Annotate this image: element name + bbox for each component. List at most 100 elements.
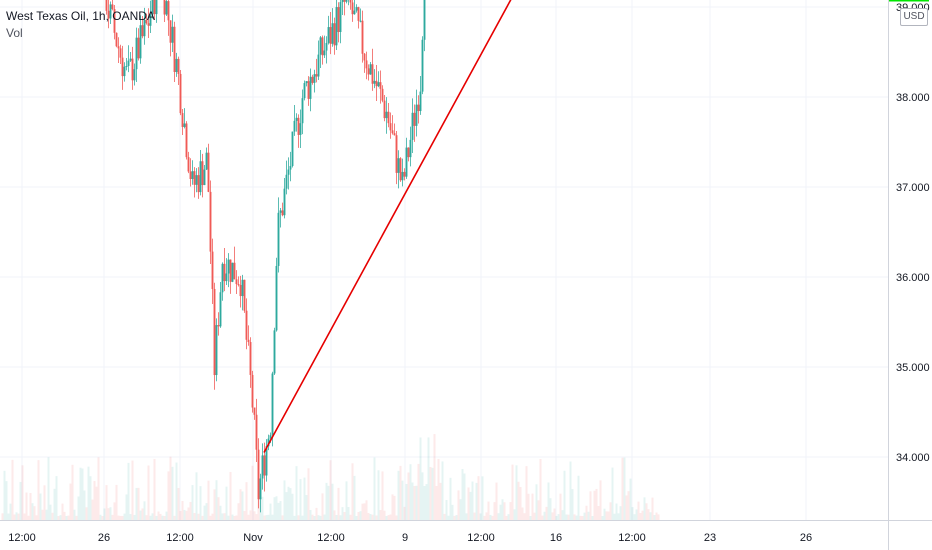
volume-bar [361, 503, 364, 520]
candle-body [331, 23, 334, 44]
price-axis[interactable]: 34.00035.00036.00037.00038.00039.00039.1… [888, 0, 930, 550]
volume-bar [65, 516, 68, 520]
volume-bar [573, 514, 576, 520]
volume-bar [653, 515, 656, 520]
volume-bar [645, 503, 648, 520]
volume-bar [479, 513, 482, 520]
candle-body [137, 37, 140, 59]
volume-bar [97, 457, 100, 520]
volume-bar [261, 496, 264, 520]
volume-bar [9, 503, 12, 520]
volume-bar [613, 513, 616, 520]
candle-body [419, 91, 422, 112]
volume-bar [541, 515, 544, 520]
volume-bar [213, 489, 216, 520]
volume-bar [369, 514, 372, 520]
candle-body [211, 251, 214, 289]
candle-body [141, 25, 144, 37]
candle-body [327, 27, 330, 43]
volume-bar [375, 515, 378, 520]
volume-bar [583, 512, 586, 520]
candle-body [275, 265, 278, 331]
volume-bar [621, 457, 624, 520]
volume-bar [537, 500, 540, 520]
candle-body [249, 342, 252, 375]
volume-bar [169, 456, 172, 520]
volume-bar [457, 490, 460, 520]
volume-bar [553, 508, 556, 520]
volume-bar [555, 515, 558, 520]
candle-body [201, 161, 204, 186]
candle-body [271, 373, 274, 436]
candle-body [215, 325, 218, 376]
volume-bar [355, 515, 358, 520]
candle-body [239, 284, 242, 297]
candle-body [341, 0, 344, 3]
volume-bar [461, 468, 464, 520]
candle-body [389, 123, 392, 131]
volume-bar [143, 501, 146, 520]
volume-bar [385, 515, 388, 520]
volume-bar [181, 500, 184, 520]
candle-body [291, 131, 294, 166]
symbol-title[interactable]: West Texas Oil, 1h, OANDA [6, 9, 155, 23]
volume-bar [593, 490, 596, 520]
volume-bar [637, 501, 640, 520]
volume-bar [59, 515, 62, 520]
volume-bar [101, 515, 104, 520]
volume-bar [635, 509, 638, 520]
candle-body [253, 407, 256, 415]
candle-body [257, 449, 260, 500]
candle-body [107, 10, 110, 19]
volume-bar [295, 466, 298, 520]
volume-bar [83, 490, 86, 520]
volume-bar [265, 515, 268, 520]
candle-body [395, 135, 398, 173]
candle-body [185, 123, 188, 158]
volume-bar [451, 504, 454, 520]
candle-body [277, 212, 280, 266]
volume-bar [203, 505, 206, 520]
volume-bar [467, 487, 470, 520]
volume-bar [431, 467, 434, 520]
volume-bar [75, 515, 78, 520]
candle-body [315, 74, 318, 77]
candle-body [385, 111, 388, 119]
currency-button[interactable]: USD [900, 8, 928, 26]
volume-bar [149, 515, 152, 520]
volume-bar [529, 515, 532, 520]
volume-bar [509, 502, 512, 520]
volume-bar [521, 507, 524, 520]
volume-bar [435, 485, 438, 520]
volume-bar [47, 457, 50, 520]
volume-bar [629, 478, 632, 520]
volume-bar [417, 463, 420, 520]
volume-bar [571, 489, 574, 520]
volume-bar [379, 510, 382, 520]
volume-bar [245, 482, 248, 520]
volume-bar [427, 437, 430, 520]
volume-bar [525, 466, 528, 520]
volume-bar [113, 502, 116, 520]
volume-bar [365, 500, 368, 520]
volume-label[interactable]: Vol [6, 26, 23, 40]
volume-bar [535, 484, 538, 520]
volume-bar [35, 515, 38, 520]
price-tick-label: 34.000 [896, 452, 930, 464]
volume-bar [439, 482, 442, 520]
candle-body [115, 32, 118, 47]
volume-bar [31, 503, 34, 520]
volume-bar [99, 514, 102, 520]
candle-body [407, 147, 410, 158]
volume-bar [627, 491, 630, 520]
volume-bar [231, 514, 234, 520]
volume-bar [1, 513, 4, 520]
candle-body [323, 50, 326, 56]
candle-body [339, 2, 342, 33]
volume-bar [359, 511, 362, 520]
time-axis[interactable]: 12:00 26 12:00 Nov 12:00 9 12:00 16 12:00 23 26 [0, 520, 932, 545]
volume-bar [543, 511, 546, 520]
candle-body [145, 19, 148, 24]
volume-bar [605, 511, 608, 520]
